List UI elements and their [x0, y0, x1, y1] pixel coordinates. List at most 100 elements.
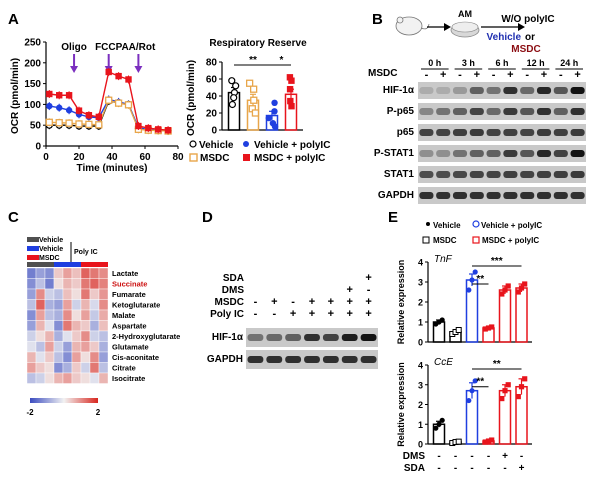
ocr-data-point [46, 102, 53, 110]
heatmap-cell [44, 320, 55, 332]
b-timepoint-label: 3 h [462, 58, 475, 68]
heatmap-cell [44, 278, 55, 290]
b-band-label: p65 [397, 127, 415, 138]
heatmap-cell [80, 320, 91, 332]
reserve-data-point [271, 123, 279, 130]
b-band [553, 129, 568, 136]
heatmap-cell [35, 299, 46, 311]
heatmap-cell [35, 330, 46, 342]
b-band [452, 171, 468, 178]
e-data-point [515, 394, 521, 400]
e-data-point [482, 439, 488, 445]
e-data-point [472, 378, 478, 384]
b-msdc-sign: - [458, 69, 462, 81]
heatmap-cell [98, 299, 109, 311]
ocr-data-point [95, 121, 103, 129]
d-band [304, 356, 320, 363]
d-row-sign: + [328, 308, 334, 320]
d-row-sign: + [328, 296, 334, 308]
reserve-data-point [250, 96, 258, 104]
b-band [486, 87, 501, 94]
heatmap-cell [35, 341, 46, 353]
heatmap-cell [89, 341, 100, 353]
ocr-line-chart: 0 50 100 150 200 250 0 20 40 60 80 OCR (pmol/min)… [10, 38, 184, 175]
ocr-y-tick-label: 150 [24, 79, 41, 90]
b-band [469, 108, 484, 115]
heatmap-cell [26, 362, 37, 374]
b-band [452, 150, 468, 157]
legend-vehicle-polyic-label: Vehicle + polyIC [254, 140, 330, 151]
e-data-point [469, 388, 475, 394]
e-y-tick-label: 3 [418, 278, 423, 288]
metabolite-label: Succinate [112, 280, 147, 289]
heatmap-cell [53, 267, 64, 279]
e-data-point [433, 425, 439, 431]
heatmap-cell [26, 267, 37, 279]
heatmap-cell [35, 372, 46, 384]
b-band [436, 108, 451, 115]
b-band [553, 108, 568, 115]
d-row-sign: + [365, 296, 371, 308]
heatmap-cell [44, 288, 55, 300]
b-blot-strip [418, 103, 586, 120]
schema-msdc-label: MSDC [511, 44, 540, 55]
e-treat-sign: + [502, 451, 508, 462]
heatmap-cell [62, 288, 73, 300]
b-band [570, 150, 585, 157]
ocr-data-point [115, 72, 122, 80]
heatmap-cell [53, 309, 64, 321]
heatmap-cell [44, 351, 55, 363]
panel-d-western-blot: SDA +DMS + -MSDC - + - + + + +Poly IC - - + + + + + HIF-1… [207, 272, 378, 369]
heatmap-cell [26, 320, 37, 332]
heatmap-scale-min: -2 [26, 408, 34, 417]
e-data-point [518, 384, 525, 390]
reserve-y-tick-label: 20 [206, 109, 218, 120]
legend-msdc-polyic: MSDC + polyIC [243, 153, 325, 164]
e-data-point [472, 269, 478, 275]
e-data-point [469, 277, 475, 283]
e-treat-sign: - [437, 451, 440, 462]
e-treat-label: DMS [403, 451, 426, 462]
b-band [536, 171, 552, 178]
e-data-point [522, 281, 528, 287]
b-band [452, 87, 468, 94]
ocr-data-point [65, 107, 73, 114]
ocr-data-point [55, 119, 63, 127]
heatmap-cell [53, 278, 64, 290]
e-data-point [499, 395, 505, 402]
d-row-sign: + [290, 308, 296, 320]
heatmap-cell [80, 309, 91, 321]
metabolite-label: Lactate [112, 269, 138, 278]
legend-msdc-label: MSDC [200, 153, 229, 164]
b-band [469, 129, 484, 136]
heatmap-cell [89, 372, 100, 384]
metabolite-label: Aspartate [112, 322, 147, 331]
heatmap-cell [53, 351, 64, 363]
b-band [419, 129, 434, 136]
ocr-data-point [65, 119, 73, 127]
heatmap-cell [98, 320, 109, 332]
c-polyic-label: Poly IC [74, 249, 98, 256]
e-data-point [489, 324, 495, 330]
d-row-label: MSDC [215, 297, 244, 308]
e-treat-sign: - [437, 463, 440, 474]
schema-arrow-1-head [444, 23, 451, 31]
e-legend-vehicle-label: Vehicle [433, 221, 461, 230]
ocr-data-point [155, 126, 162, 133]
panel-b-schema: AM W/O polyIC Vehicle or MSDC [395, 9, 555, 55]
heatmap-cell [80, 341, 91, 353]
e-legend-vehicle-polyic-marker [472, 220, 480, 228]
panel-d-label: D [202, 209, 213, 226]
ocr-data-point [135, 122, 142, 130]
b-band [536, 108, 552, 115]
heatmap-cell [89, 309, 100, 321]
heatmap-cell [71, 267, 82, 279]
metabolite-label: Ketoglutarate [112, 301, 160, 310]
heatmap-cell [35, 288, 46, 300]
e-data-point [502, 388, 508, 394]
heatmap-cell [62, 278, 73, 290]
c-legend-swatch-2 [27, 246, 39, 251]
e-legend-vehicle-marker [426, 222, 430, 226]
heatmap-cell [44, 267, 55, 279]
